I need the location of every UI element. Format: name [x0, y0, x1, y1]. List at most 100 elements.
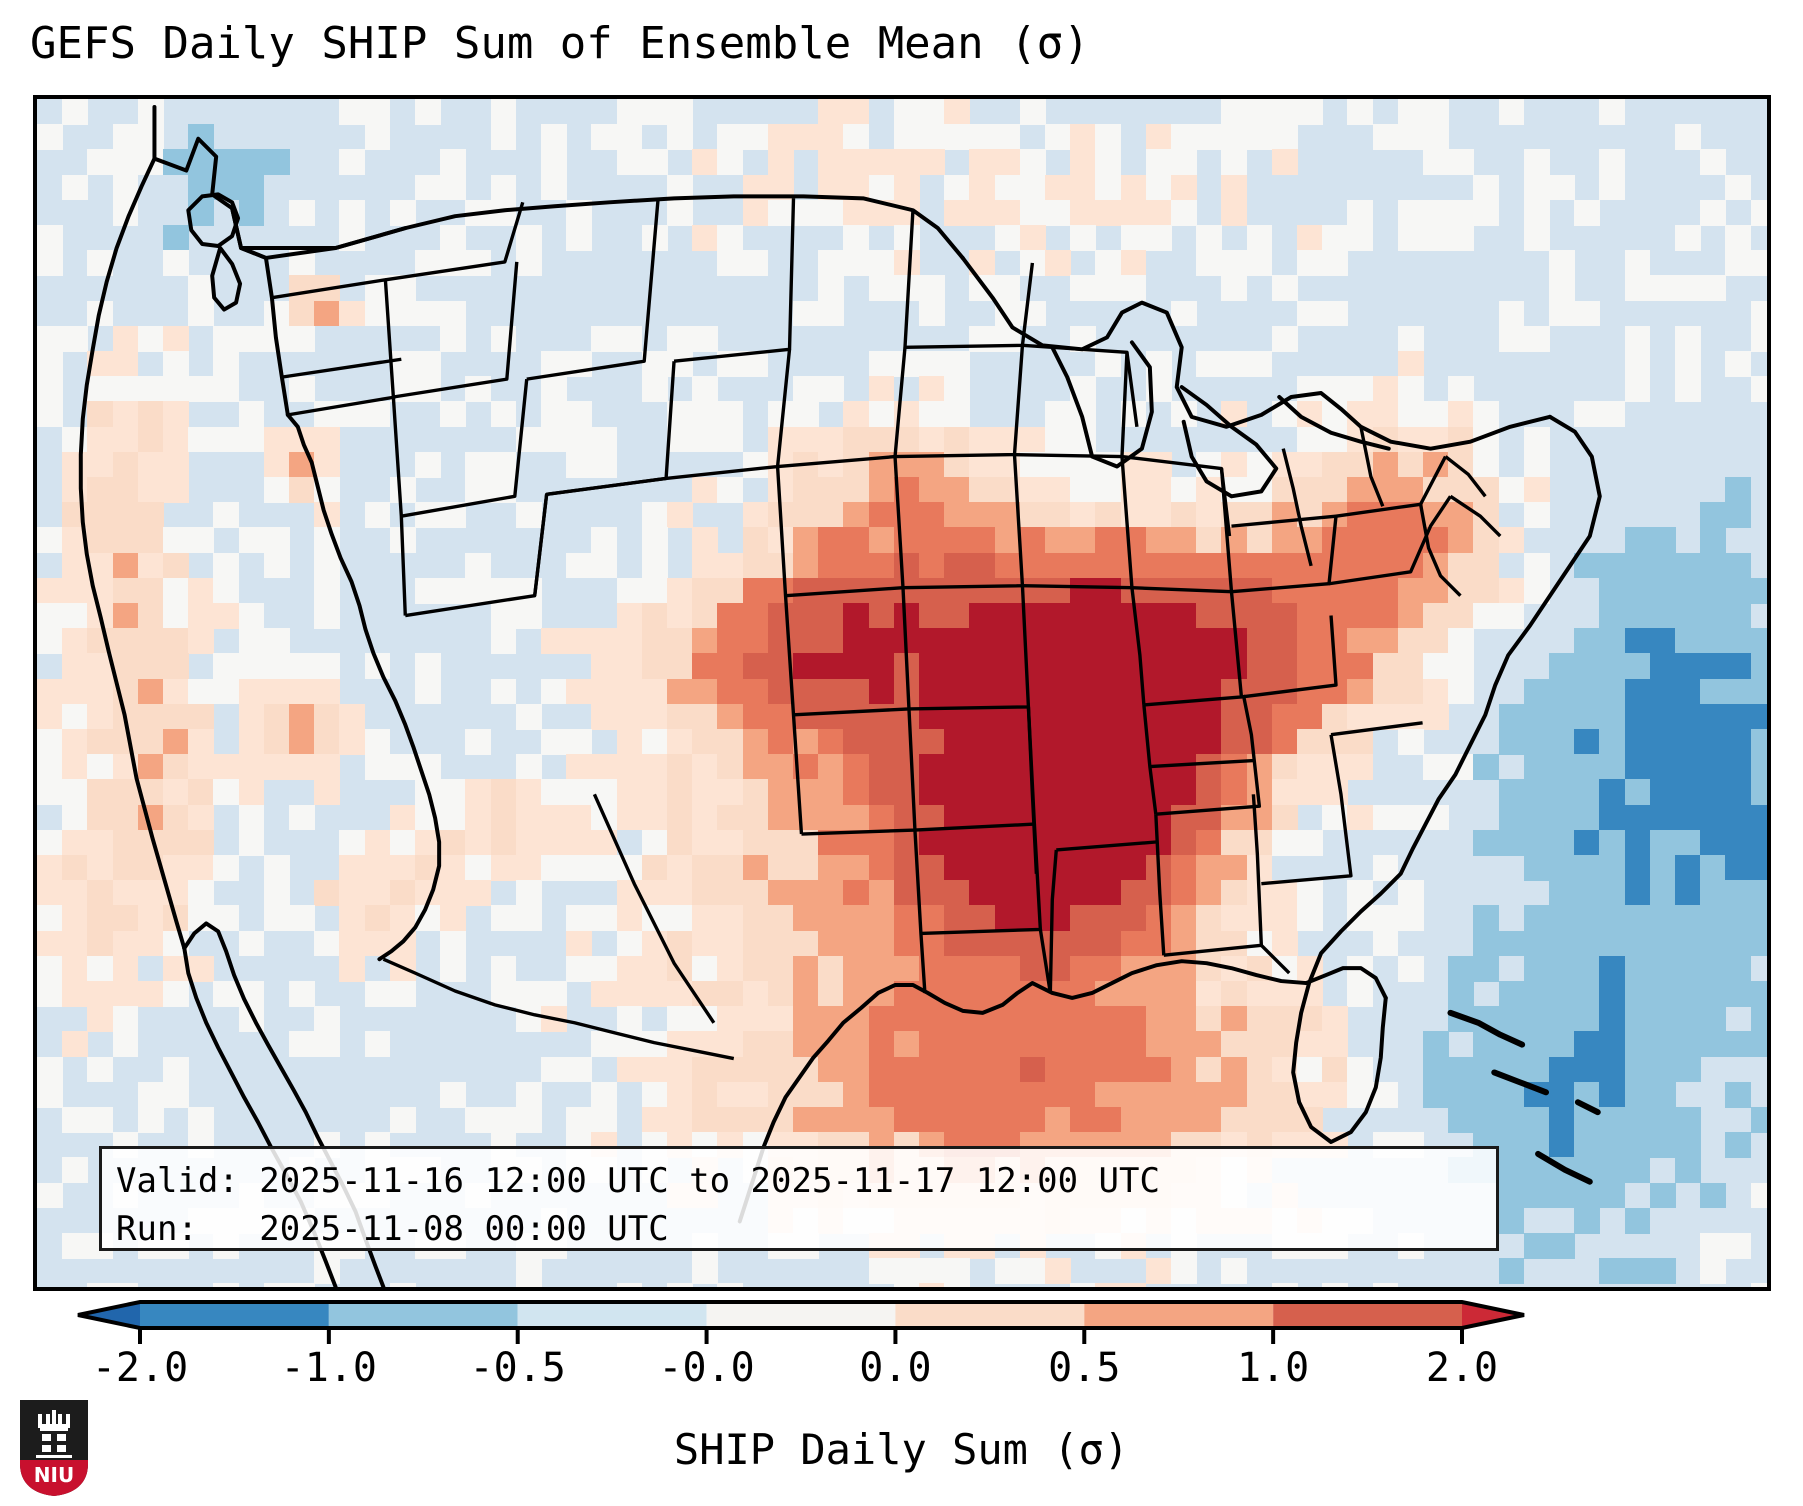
- heatmap-cell: [1070, 124, 1096, 150]
- heatmap-cell: [818, 275, 844, 302]
- heatmap-cell: [994, 199, 1021, 226]
- heatmap-cell: [1675, 376, 1701, 402]
- heatmap-cell: [843, 477, 870, 503]
- heatmap-cell: [818, 149, 844, 176]
- heatmap-cell: [1271, 275, 1298, 302]
- heatmap-cell: [1221, 174, 1248, 201]
- heatmap-cell: [566, 401, 592, 428]
- heatmap-cell: [793, 376, 819, 402]
- heatmap-cell: [1498, 99, 1525, 125]
- heatmap-cell: [994, 275, 1021, 302]
- colorbar-segment: [140, 1302, 329, 1328]
- heatmap-cell: [289, 199, 315, 226]
- heatmap-cell: [87, 451, 114, 478]
- heatmap-cell: [1019, 149, 1046, 176]
- heatmap-cell: [1725, 174, 1752, 201]
- heatmap-cell: [868, 426, 895, 453]
- heatmap-cell: [1675, 325, 1701, 352]
- colorbar-tick-label: 0.0: [859, 1345, 932, 1391]
- heatmap-cell: [1297, 225, 1323, 251]
- heatmap-cell: [541, 401, 567, 428]
- heatmap-cell: [163, 225, 189, 251]
- heatmap-cell: [238, 174, 265, 201]
- heatmap-cell: [1523, 225, 1550, 251]
- heatmap-cell: [238, 325, 265, 352]
- heatmap-cell: [137, 426, 164, 453]
- heatmap-cell: [793, 124, 819, 150]
- heatmap-cell: [843, 250, 870, 276]
- heatmap-cell: [1624, 376, 1651, 402]
- heatmap-cell: [1347, 225, 1374, 251]
- heatmap-cell: [238, 401, 265, 428]
- heatmap-cell: [868, 275, 895, 302]
- heatmap-cell: [1498, 300, 1525, 327]
- heatmap-cell: [188, 124, 214, 150]
- heatmap-cell: [1473, 199, 1500, 226]
- heatmap-cell: [1019, 426, 1046, 453]
- heatmap-cell: [1271, 99, 1298, 125]
- colorbar-tick-label: 1.0: [1237, 1345, 1310, 1391]
- heatmap-cell: [1095, 199, 1122, 226]
- niu-logo[interactable]: NIU: [16, 1398, 92, 1498]
- heatmap-cell: [440, 174, 466, 201]
- heatmap-cell: [1549, 250, 1575, 276]
- heatmap-cell: [289, 275, 315, 302]
- heatmap-cell: [339, 99, 366, 125]
- heatmap-cell: [1397, 99, 1424, 125]
- heatmap-cell: [818, 300, 844, 327]
- heatmap-cell: [793, 300, 819, 327]
- heatmap-cell: [1523, 451, 1550, 478]
- heatmap-cell: [919, 300, 945, 327]
- heatmap-cell: [1322, 250, 1348, 276]
- heatmap-cell: [1221, 124, 1248, 150]
- heatmap-cell: [591, 124, 618, 150]
- colorbar-segment: [895, 1302, 1085, 1328]
- heatmap-cell: [1095, 149, 1122, 176]
- annotation-line-2: Run: 2025-11-08 00:00 UTC: [116, 1209, 669, 1249]
- heatmap-cell: [1675, 124, 1701, 150]
- heatmap-cell: [1171, 149, 1197, 176]
- heatmap-cell: [1725, 351, 1752, 377]
- heatmap-cell: [1448, 426, 1474, 453]
- page-title: GEFS Daily SHIP Sum of Ensemble Mean (σ): [30, 18, 1090, 69]
- heatmap-cell: [969, 199, 996, 226]
- heatmap-cell: [1196, 351, 1222, 377]
- heatmap-cell: [213, 325, 240, 352]
- heatmap-cell: [818, 426, 844, 453]
- heatmap-cell: [37, 351, 63, 377]
- heatmap-cell: [289, 300, 315, 327]
- heatmap-cell: [1246, 351, 1273, 377]
- heatmap-cell: [339, 149, 366, 176]
- colorbar-tick-label: -0.0: [658, 1345, 755, 1391]
- heatmap-cell: [289, 477, 315, 503]
- heatmap-cell: [1095, 351, 1122, 377]
- heatmap-cell: [1347, 99, 1374, 125]
- heatmap-cell: [742, 199, 769, 226]
- heatmap-cell: [1372, 124, 1399, 150]
- heatmap-cell: [1271, 325, 1298, 352]
- heatmap-cell: [62, 451, 88, 478]
- heatmap-cell: [1246, 99, 1273, 125]
- heatmap-cell: [389, 477, 416, 503]
- heatmap-cell: [1423, 124, 1449, 150]
- heatmap-cell: [944, 99, 970, 125]
- map-axes[interactable]: Valid: 2025-11-16 12:00 UTC to 2025-11-1…: [33, 95, 1771, 1291]
- heatmap-cell: [767, 149, 794, 176]
- annotation-line-1: Valid: 2025-11-16 12:00 UTC to 2025-11-1…: [116, 1161, 1160, 1201]
- heatmap-cell: [1120, 225, 1147, 251]
- colorbar-segment: [1084, 1302, 1274, 1328]
- heatmap-cell: [1523, 426, 1550, 453]
- heatmap-cell: [1397, 376, 1424, 402]
- heatmap-cell: [1498, 325, 1525, 352]
- heatmap-cell: [944, 124, 970, 150]
- heatmap-cell: [1045, 401, 1071, 428]
- heatmap-cell: [818, 376, 844, 402]
- heatmap-cell: [1322, 451, 1348, 478]
- heatmap-cell: [490, 99, 517, 125]
- heatmap-cell: [137, 477, 164, 503]
- heatmap-cell: [541, 426, 567, 453]
- heatmap-cell: [566, 225, 592, 251]
- heatmap-cell: [818, 199, 844, 226]
- heatmap-cell: [1070, 225, 1096, 251]
- heatmap-cell: [1599, 99, 1626, 125]
